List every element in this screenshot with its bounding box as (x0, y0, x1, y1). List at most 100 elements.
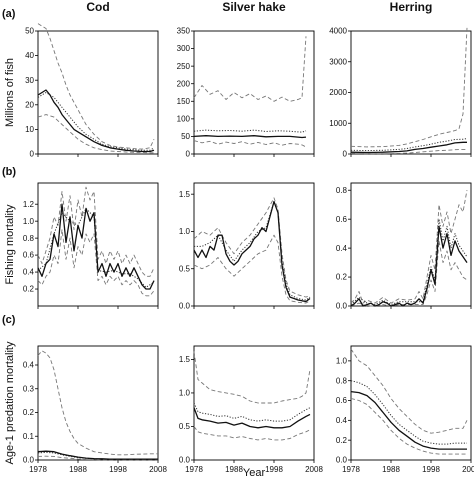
y-tick-label: 0.8 (336, 376, 348, 385)
y-tick-label: 1.5 (179, 190, 191, 199)
plot-frame (37, 30, 159, 155)
chart-panel: 0.0 0.5 1.0 1.5 (179, 182, 315, 311)
x-tick-label: 1998 (265, 465, 283, 474)
y-tick-label: 100 (177, 114, 191, 123)
y-tick-label: 0.4 (23, 268, 35, 277)
y-axis-label: Fishing mortality (4, 204, 16, 285)
chart-panel: 0.0 0.1 0.2 0.3 0.4 1978 1988 1998 2008 (23, 345, 167, 474)
y-tick-label: 0.2 (336, 273, 348, 282)
y-tick-label: 1.0 (179, 389, 191, 398)
x-tick-label: 1988 (69, 465, 87, 474)
series-line-solid (350, 225, 468, 307)
y-tick-label: 1.2 (23, 200, 35, 209)
y-tick-label: 1.5 (179, 355, 191, 364)
x-tick-label: 2008 (305, 465, 323, 474)
series-line-dashed (37, 455, 158, 461)
series-line-solid (37, 89, 155, 153)
panel-label: (a) (2, 8, 16, 20)
y-tick-label: 0.8 (336, 186, 348, 195)
plot-frame (350, 182, 472, 307)
plot-frame (37, 182, 159, 307)
y-tick-label: 10 (25, 125, 34, 134)
y-tick-label: 0 (186, 150, 191, 159)
series-line-dashed (193, 234, 311, 304)
y-tick-label: 0.2 (336, 436, 348, 445)
series-line-dashed (37, 114, 154, 154)
y-tick-label: 0.4 (336, 244, 348, 253)
y-tick-label: 1000 (329, 119, 347, 128)
y-axis-label: Millions of fish (4, 58, 16, 127)
chart-panel: 0 1000 2000 3000 4000 (329, 27, 472, 159)
y-tick-label: 50 (25, 27, 34, 36)
series-line-solid (193, 135, 307, 139)
series-line-dotted (350, 218, 468, 306)
series-line-dashed (350, 190, 468, 304)
chart-panel: 0.0 0.5 1.0 1.5 1978 1988 1998 2008 (179, 345, 323, 474)
series-line-solid (37, 203, 155, 290)
x-tick-label: 1988 (225, 465, 243, 474)
y-tick-label: 150 (177, 97, 191, 106)
column-title: Cod (86, 0, 109, 14)
plot-frame (350, 30, 472, 155)
y-tick-label: 0.6 (336, 396, 348, 405)
series-line-dashed (193, 351, 311, 404)
plot-frame (193, 182, 315, 307)
series-line-dotted (193, 129, 307, 133)
y-tick-label: 0.4 (336, 416, 348, 425)
series-line-dashed (193, 197, 311, 298)
y-tick-label: 1.0 (179, 227, 191, 236)
series-line-dashed (350, 348, 468, 434)
y-tick-label: 40 (25, 51, 34, 60)
series-line-solid (350, 390, 467, 450)
series-line-dashed (350, 148, 467, 155)
x-axis-label: Year (243, 467, 266, 479)
series-line-solid (193, 200, 311, 303)
y-tick-label: 1.0 (23, 217, 35, 226)
y-tick-label: 2000 (329, 88, 347, 97)
series-line-dashed (37, 186, 155, 277)
chart-panel: 0 50 100 150 200 250 300 350 (177, 27, 315, 159)
y-tick-label: 0.6 (23, 251, 35, 260)
column-title: Herring (390, 0, 433, 14)
y-tick-label: 0.6 (336, 215, 348, 224)
x-tick-label: 1998 (422, 465, 440, 474)
y-tick-label: 0.0 (336, 302, 348, 311)
x-tick-label: 1978 (342, 465, 360, 474)
series-line-dashed (37, 229, 155, 297)
series-line-dotted (37, 92, 155, 151)
series-line-solid (37, 450, 158, 460)
series-line-dotted (350, 380, 467, 445)
panel-label: (c) (2, 314, 16, 326)
y-tick-label: 4000 (329, 27, 347, 36)
y-tick-label: 250 (177, 62, 191, 71)
y-tick-label: 200 (177, 79, 191, 88)
y-tick-label: 0.0 (179, 302, 191, 311)
x-tick-label: 1998 (109, 465, 127, 474)
y-tick-label: 350 (177, 27, 191, 36)
chart-panel: 0 10 20 30 40 50 (25, 23, 159, 159)
series-line-dashed (193, 140, 307, 148)
series-line-dashed (37, 350, 158, 456)
y-tick-label: 0.2 (23, 285, 35, 294)
series-line-dotted (194, 201, 311, 301)
y-tick-label: 0.2 (23, 408, 35, 417)
y-tick-label: 0.0 (179, 456, 191, 465)
series-line-solid (350, 141, 467, 154)
y-tick-label: 0.0 (23, 456, 35, 465)
chart-panel: 0.2 0.4 0.6 0.8 1.0 1.2 (23, 182, 159, 309)
y-tick-label: 0.0 (336, 456, 348, 465)
y-tick-label: 50 (181, 132, 190, 141)
x-tick-label: 2008 (149, 465, 167, 474)
series-line-dashed (193, 426, 311, 441)
y-axis-label: Age-1 predation mortality (4, 341, 16, 464)
plot-frame (350, 345, 472, 461)
y-tick-label: 1.0 (336, 357, 348, 366)
y-tick-label: 300 (177, 44, 191, 53)
y-tick-label: 0 (30, 150, 35, 159)
series-line-dotted (193, 402, 311, 422)
plot-frame (193, 345, 315, 461)
y-tick-label: 0.8 (23, 234, 35, 243)
y-tick-label: 3000 (329, 57, 347, 66)
chart-panel: 0.0 0.2 0.4 0.6 0.8 1.0 1978 1988 1998 2008 (336, 345, 474, 474)
